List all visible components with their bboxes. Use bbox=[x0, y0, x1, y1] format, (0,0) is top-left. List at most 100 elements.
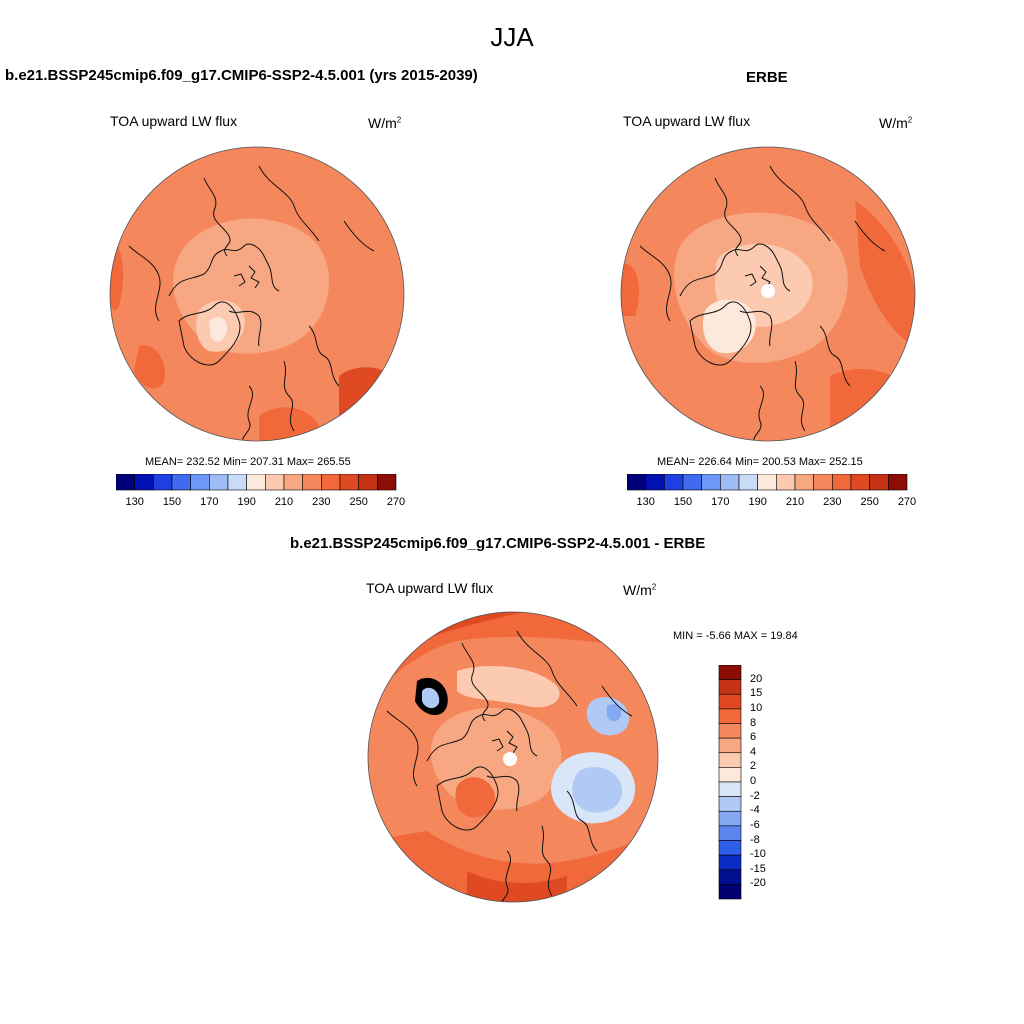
coastline bbox=[601, 685, 633, 717]
colorbar-swatch bbox=[283, 474, 303, 491]
map-border bbox=[367, 611, 659, 903]
colorbar-swatch bbox=[116, 474, 135, 491]
colorbar-swatch bbox=[358, 474, 378, 491]
colorbar-swatch bbox=[850, 474, 870, 491]
colorbar-tick-label: 130 bbox=[125, 496, 144, 508]
colorbar-tick-label: 210 bbox=[274, 496, 294, 508]
colorbar-tick-label: -20 bbox=[750, 877, 766, 890]
field-contour-region bbox=[607, 704, 622, 722]
colorbar-tick-label: -4 bbox=[750, 804, 760, 817]
panel2-units: W/m2 bbox=[879, 115, 913, 131]
colorbar-swatch bbox=[171, 474, 191, 491]
colorbar-tick-label: -8 bbox=[750, 833, 760, 846]
coastline bbox=[689, 301, 752, 366]
colorbar-swatch bbox=[794, 474, 814, 491]
colorbar-tick-label: 230 bbox=[312, 496, 331, 508]
colorbar-swatch bbox=[377, 474, 397, 491]
colorbar-tick-label: -6 bbox=[750, 818, 760, 831]
panel1-units: W/m2 bbox=[368, 115, 402, 131]
missing-data-hole bbox=[761, 284, 775, 298]
panel1-colorbar bbox=[116, 474, 397, 491]
colorbar-swatch bbox=[869, 474, 889, 491]
panel2-colorbar bbox=[627, 474, 908, 491]
colorbar-swatch bbox=[321, 474, 341, 491]
coastline bbox=[566, 790, 598, 852]
colorbar-swatch bbox=[153, 474, 173, 491]
panel3-title: b.e21.BSSP245cmip6.f09_g17.CMIP6-SSP2-4.… bbox=[290, 535, 706, 552]
colorbar-swatch bbox=[682, 474, 702, 491]
coastline bbox=[233, 273, 246, 287]
colorbar-swatch bbox=[718, 854, 742, 871]
field-contour-region bbox=[455, 777, 496, 818]
colorbar-swatch bbox=[227, 474, 247, 491]
coastline bbox=[769, 165, 831, 242]
coastline bbox=[794, 360, 806, 432]
field-contour-region bbox=[457, 666, 560, 708]
coastline bbox=[486, 775, 520, 812]
coastline bbox=[679, 243, 791, 297]
colorbar-swatch bbox=[246, 474, 266, 491]
panel1-polar-map bbox=[109, 146, 405, 442]
field-contour-region bbox=[702, 299, 756, 354]
colorbar-tick-label: 210 bbox=[785, 496, 805, 508]
colorbar-tick-label: 250 bbox=[349, 496, 368, 508]
colorbar-swatch bbox=[718, 679, 742, 695]
panel1-stats: MEAN= 232.52 Min= 207.31 Max= 265.55 bbox=[145, 456, 351, 468]
panel3-polar-map bbox=[367, 611, 659, 903]
coastline bbox=[258, 165, 320, 242]
colorbar-tick-label: 250 bbox=[860, 496, 879, 508]
field-contour-region bbox=[134, 345, 165, 389]
coastline bbox=[436, 766, 499, 831]
map-border bbox=[109, 146, 405, 442]
colorbar-swatch bbox=[701, 474, 721, 491]
coastline bbox=[308, 325, 340, 387]
panel1-variable-label: TOA upward LW flux bbox=[110, 113, 238, 129]
colorbar-swatch bbox=[718, 869, 742, 885]
field-contour-region bbox=[467, 871, 567, 902]
field-contour-region bbox=[173, 218, 330, 354]
coastline bbox=[516, 630, 578, 707]
panel3-stats: MIN = -5.66 MAX = 19.84 bbox=[673, 630, 798, 642]
coastline bbox=[461, 642, 489, 722]
coastline bbox=[714, 177, 742, 257]
coastline bbox=[739, 310, 773, 347]
colorbar-tick-label: 170 bbox=[711, 496, 730, 508]
field-contour-region bbox=[339, 367, 404, 441]
panel2-variable-label: TOA upward LW flux bbox=[623, 113, 751, 129]
colorbar-swatch bbox=[718, 665, 742, 680]
colorbar-swatch bbox=[718, 723, 742, 739]
colorbar-swatch bbox=[813, 474, 833, 491]
colorbar-swatch bbox=[718, 781, 742, 797]
coastline bbox=[753, 385, 765, 441]
panel3-units: W/m2 bbox=[623, 582, 657, 598]
colorbar-swatch bbox=[888, 474, 908, 491]
coastline bbox=[541, 825, 553, 897]
coastline bbox=[168, 243, 280, 297]
colorbar-swatch bbox=[718, 752, 742, 768]
field-contour-region bbox=[855, 201, 915, 346]
colorbar-tick-label: -10 bbox=[750, 848, 766, 861]
colorbar-tick-label: -15 bbox=[750, 862, 766, 875]
colorbar-tick-label: 150 bbox=[162, 496, 182, 508]
colorbar-swatch bbox=[757, 474, 777, 491]
colorbar-swatch bbox=[209, 474, 229, 491]
coastline bbox=[744, 273, 757, 287]
colorbar-tick-label: 270 bbox=[386, 496, 406, 508]
map-border bbox=[620, 146, 916, 442]
panel1-title: b.e21.BSSP245cmip6.f09_g17.CMIP6-SSP2-4.… bbox=[5, 67, 478, 84]
colorbar-swatch bbox=[265, 474, 285, 491]
panel2-stats: MEAN= 226.64 Min= 200.53 Max= 252.15 bbox=[657, 456, 863, 468]
colorbar-swatch bbox=[718, 693, 742, 710]
field-contour-region bbox=[621, 264, 640, 316]
colorbar-swatch bbox=[718, 810, 742, 827]
colorbar-swatch bbox=[738, 474, 758, 491]
colorbar-tick-label: 190 bbox=[237, 496, 256, 508]
colorbar-swatch bbox=[302, 474, 322, 491]
colorbar-tick-label: 15 bbox=[750, 687, 763, 700]
coastline bbox=[854, 220, 886, 252]
coastline bbox=[228, 310, 262, 347]
coastline bbox=[639, 245, 672, 322]
colorbar-swatch bbox=[832, 474, 852, 491]
colorbar-swatch bbox=[645, 474, 665, 491]
colorbar-tick-label: 10 bbox=[750, 701, 763, 714]
